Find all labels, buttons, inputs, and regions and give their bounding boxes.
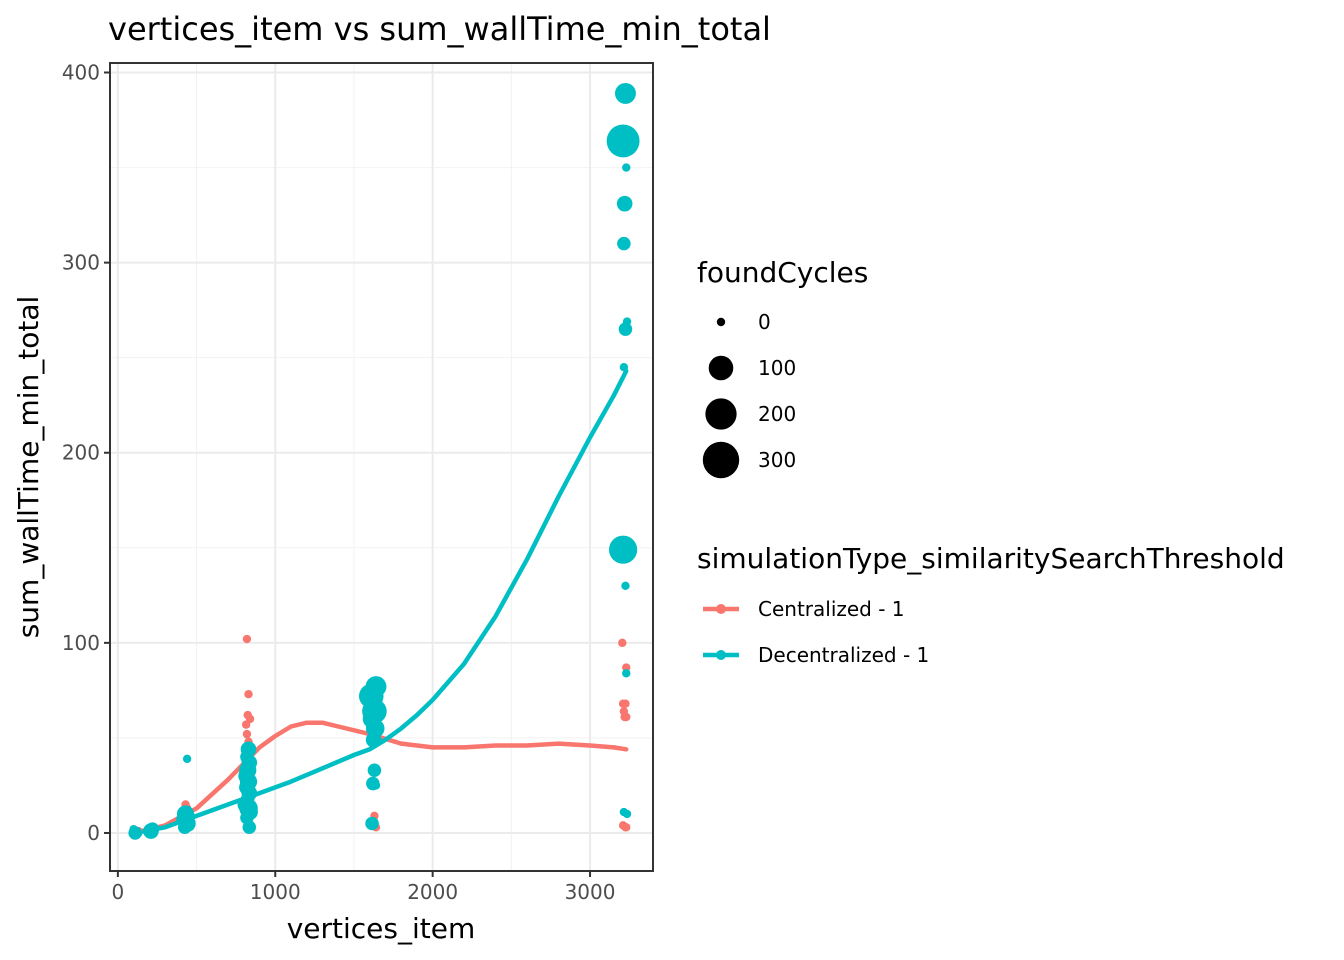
data-point-centralized: [621, 699, 630, 708]
y-axis: 0 100 200 300 400: [62, 61, 110, 845]
data-point-decentralized: [622, 809, 632, 819]
size-legend-title: foundCycles: [697, 256, 868, 289]
size-legend-keys: 0 100 200 300: [702, 310, 796, 479]
x-axis-title: vertices_item: [287, 912, 476, 945]
data-point-decentralized: [617, 236, 631, 251]
data-point-centralized: [242, 634, 252, 644]
size-legend-key: [702, 441, 740, 479]
size-legend-label: 0: [758, 310, 771, 334]
color-legend-point: [716, 604, 726, 614]
y-tick-label: 0: [87, 821, 100, 845]
color-legend-keys: Centralized - 1 Decentralized - 1: [703, 597, 929, 667]
data-point-centralized: [618, 638, 627, 648]
data-point-decentralized: [149, 826, 159, 836]
trend-line-decentralized: [131, 368, 629, 836]
data-point-decentralized: [365, 732, 382, 748]
data-point-decentralized: [371, 781, 381, 790]
trend-lines: [131, 368, 629, 836]
minor-gridlines: [110, 63, 653, 871]
data-point-centralized: [242, 729, 252, 739]
data-point-decentralized: [181, 809, 195, 823]
data-point-decentralized: [242, 820, 257, 835]
data-point-centralized: [244, 689, 253, 699]
data-point-decentralized: [614, 82, 636, 104]
color-legend-label: Centralized - 1: [758, 597, 905, 621]
plot-panel: [109, 62, 654, 872]
data-point-decentralized: [622, 669, 631, 678]
data-point-decentralized: [619, 362, 629, 372]
color-legend-point: [716, 650, 726, 660]
y-tick-label: 200: [62, 441, 100, 465]
data-point-centralized: [622, 712, 631, 722]
data-points: [128, 82, 640, 840]
data-point-decentralized: [134, 828, 143, 838]
data-point-decentralized: [182, 754, 192, 764]
x-tick-label: 1000: [250, 880, 301, 904]
size-legend-label: 100: [758, 356, 796, 380]
panel-background: [110, 63, 653, 871]
data-point-decentralized: [365, 816, 379, 831]
data-point-decentralized: [367, 763, 382, 777]
size-legend-key: [716, 317, 726, 327]
size-legend-label: 300: [758, 448, 796, 472]
size-legend: foundCycles 0 100 200 300: [697, 256, 868, 479]
panel-border: [109, 62, 654, 872]
major-gridlines: [110, 63, 653, 871]
x-tick-label: 3000: [565, 880, 616, 904]
data-point-decentralized: [365, 676, 387, 698]
trend-line-centralized: [131, 720, 629, 836]
y-axis-title: sum_wallTime_min_total: [12, 296, 45, 639]
y-tick-label: 300: [62, 251, 100, 275]
y-tick-label: 400: [62, 61, 100, 85]
y-tick-label: 100: [62, 631, 100, 655]
color-legend-label: Decentralized - 1: [758, 643, 929, 667]
data-point-decentralized: [616, 195, 633, 212]
size-legend-label: 200: [758, 402, 796, 426]
data-point-centralized: [241, 720, 251, 729]
color-legend: simulationType_similaritySearchThreshold…: [697, 542, 1285, 667]
data-point-decentralized: [618, 322, 633, 336]
data-point-decentralized: [622, 163, 631, 172]
chart-title: vertices_item vs sum_wallTime_min_total: [108, 10, 771, 48]
data-point-decentralized: [178, 820, 192, 835]
x-tick-label: 0: [112, 880, 125, 904]
size-legend-key: [705, 398, 737, 430]
data-point-decentralized: [621, 581, 630, 591]
data-point-decentralized: [608, 535, 638, 564]
x-axis: 0 1000 2000 3000: [112, 871, 616, 904]
data-point-decentralized: [606, 124, 640, 158]
color-legend-title: simulationType_similaritySearchThreshold: [697, 542, 1285, 575]
data-point-centralized: [622, 823, 631, 832]
size-legend-key: [708, 355, 734, 381]
x-tick-label: 2000: [407, 880, 458, 904]
